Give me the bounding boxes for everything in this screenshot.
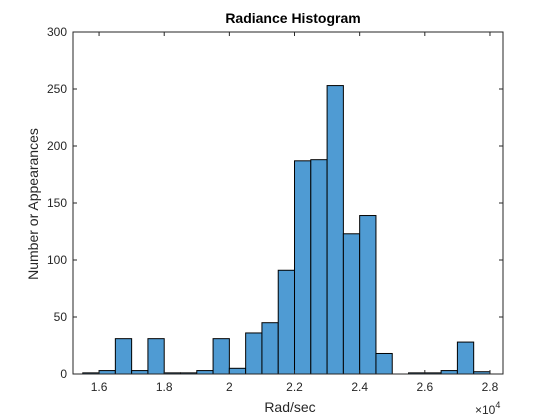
y-tick-label: 0 bbox=[60, 367, 67, 381]
histogram-bar bbox=[456, 341, 475, 375]
x-axis-exponent-base: ×10 bbox=[475, 403, 496, 417]
x-tick-label: 2 bbox=[226, 380, 233, 394]
histogram-bar bbox=[440, 370, 458, 375]
histogram-bar bbox=[147, 338, 165, 375]
histogram-bar bbox=[212, 338, 230, 375]
x-axis-label: Rad/sec bbox=[264, 399, 315, 415]
x-axis-exponent-power: 4 bbox=[495, 400, 500, 410]
y-tick-label: 200 bbox=[47, 139, 67, 153]
histogram-bar bbox=[310, 159, 328, 375]
y-tick-label: 300 bbox=[47, 25, 67, 39]
x-tick-label: 2.4 bbox=[351, 380, 368, 394]
histogram-bar bbox=[245, 332, 263, 375]
histogram-bar bbox=[98, 370, 116, 375]
histogram-bar bbox=[359, 215, 377, 375]
histogram-bar bbox=[114, 338, 133, 375]
histogram-bar bbox=[342, 233, 361, 375]
y-tick-label: 50 bbox=[54, 310, 68, 324]
x-tick-label: 1.6 bbox=[91, 380, 108, 394]
histogram-bar bbox=[375, 352, 393, 375]
y-tick-label: 250 bbox=[47, 82, 67, 96]
x-axis-exponent: ×104 bbox=[475, 400, 500, 417]
plot-area: 1.6 1.8 2 2.2 2.4 2.6 2.8 0 50 100 150 200 250 300 bbox=[47, 25, 504, 394]
y-axis-label: Number or Appearances bbox=[25, 128, 41, 280]
histogram-bar bbox=[326, 85, 344, 375]
histogram-bar bbox=[228, 367, 247, 375]
histogram-bar bbox=[196, 370, 214, 375]
y-tick-label: 100 bbox=[47, 253, 67, 267]
histogram-bar bbox=[294, 160, 312, 375]
histogram-bar bbox=[277, 269, 296, 375]
histogram-bar bbox=[261, 322, 279, 375]
chart-title: Radiance Histogram bbox=[225, 10, 360, 26]
x-tick-label: 2.8 bbox=[482, 380, 499, 394]
histogram-bar bbox=[131, 370, 149, 375]
y-tick-label: 150 bbox=[47, 196, 67, 210]
x-tick-label: 2.6 bbox=[416, 380, 433, 394]
x-tick-label: 2.2 bbox=[286, 380, 303, 394]
x-tick-label: 1.8 bbox=[156, 380, 173, 394]
